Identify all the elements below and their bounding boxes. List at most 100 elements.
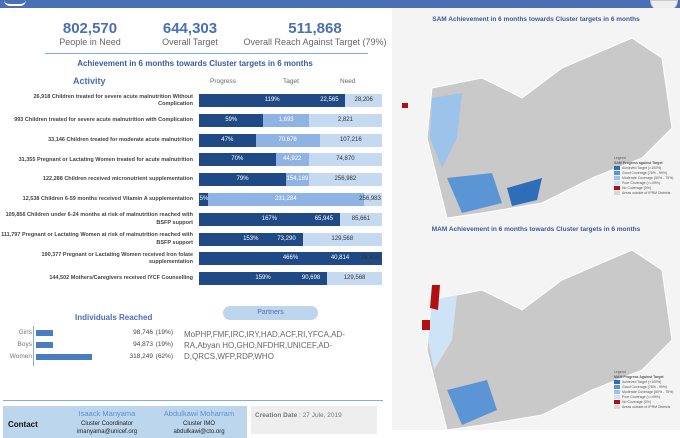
activity-row: 111,797 Pregnant or Lactating Women at r… — [0, 231, 390, 249]
legend-swatch — [614, 176, 620, 181]
person-role: Cluster IMO — [182, 420, 215, 427]
legend-swatch — [614, 380, 620, 385]
individuals-bar — [36, 354, 92, 360]
target-value: 90,698 — [301, 275, 321, 282]
progress-segment — [199, 212, 340, 226]
activity-label: 12,538 Children 6-59 months received Vit… — [22, 196, 193, 203]
kpi-people-in-need: 802,570 People in Need — [30, 20, 150, 47]
need-value: 2,821 — [337, 116, 353, 123]
legend-item: Areas outside of IPRM Districts — [614, 191, 673, 196]
progress-value: 167% — [261, 215, 278, 222]
activity-row: 190,377 Pregnant or Lactating Women rece… — [0, 250, 390, 268]
activity-label: 993 Children treated for severe acute ma… — [14, 117, 193, 124]
legend-item: Poor Coverage (<=49%) — [614, 181, 673, 186]
individuals-row: Women 318,249 (62%) — [0, 352, 173, 363]
legend-subtitle: MAM Progress Against Target — [614, 375, 664, 379]
activity-bar: 5% 231,284 256,983 — [199, 193, 382, 206]
activity-row: 26,918 Children treated for severe acute… — [0, 92, 390, 110]
need-value: 256,982 — [334, 176, 357, 183]
target-header: Taget — [283, 78, 299, 85]
mam-map — [422, 249, 673, 430]
activity-label: 26,918 Children treated for severe acute… — [33, 93, 194, 107]
person-name: Isaack Manyama — [78, 409, 136, 418]
progress-value: 153% — [243, 235, 259, 242]
header-bar — [0, 0, 680, 8]
achievement-title: Achievement in 6 months towards Cluster … — [77, 59, 313, 68]
legend-title: Legend — [614, 370, 626, 374]
group-label: Boys — [17, 341, 32, 348]
partners-list: MoPHP,FMF,IRC,IRY,HAD,ACF,RI,YFCA,AD-RA,… — [184, 330, 345, 361]
individuals-row: Boys 94,873 (19%) — [0, 340, 173, 351]
legend-swatch — [614, 395, 620, 400]
progress-segment — [199, 133, 256, 147]
legend-title: Legend — [614, 156, 626, 160]
activity-label: 144,502 Mothers/Caregivers received IYCF… — [49, 275, 193, 282]
region-no-coverage — [402, 103, 408, 108]
group-value: 94,873 — [133, 341, 153, 348]
legend-swatch — [614, 166, 620, 171]
target-value: 40,814 — [330, 255, 350, 262]
region-no-coverage — [430, 285, 440, 310]
activity-row: 33,146 Children treated for moderate acu… — [0, 132, 390, 150]
activity-bar: 47% 70,678 107,216 — [199, 133, 382, 147]
legend-swatch — [614, 400, 620, 405]
kpi-overall-target: 644,303 Overall Target — [140, 20, 240, 47]
kpi-value: 644,303 — [162, 20, 218, 37]
progress-value: 159% — [255, 275, 271, 282]
legend-swatch — [614, 191, 620, 196]
progress-segment — [199, 232, 303, 246]
activity-row: 109,856 Children under 6-24 months at ri… — [0, 211, 390, 229]
legend-label: Achieved Target (>100%) — [622, 380, 662, 384]
target-value: 73,290 — [277, 235, 296, 242]
legend-swatch — [614, 171, 620, 176]
legend-label: Achieved Target (>100%) — [622, 166, 662, 170]
legend-item: Moderate Coverage (50% - 75%) — [614, 390, 673, 395]
kpi-value: 802,570 — [62, 20, 118, 37]
need-value: 74,870 — [336, 156, 355, 163]
legend-item: Areas outside of IPRM Districts — [614, 405, 673, 410]
need-value: 129,568 — [343, 275, 366, 282]
legend-item: No Coverage (0%) — [614, 186, 673, 191]
activity-bar: 70% 44,922 74,870 — [199, 153, 382, 167]
region-good — [447, 173, 502, 213]
contact-person: Isaack Manyama Cluster Coordinator imanyam… — [63, 409, 151, 436]
legend-item: Good Coverage (76% - 99%) — [614, 171, 673, 176]
person-email[interactable]: abdulkawi@cto.org — [173, 428, 225, 435]
group-label: Women — [9, 353, 32, 360]
individuals-bar — [36, 342, 53, 348]
contact-label: Contact — [8, 420, 38, 429]
progress-value: 5% — [199, 196, 209, 202]
progress-value: 59% — [225, 116, 238, 123]
activity-row: 122,288 Children received micronutrient … — [0, 171, 390, 189]
activity-row: 144,502 Mothers/Caregivers received IYCF… — [0, 270, 390, 288]
divider — [3, 400, 383, 401]
region-no-coverage — [422, 320, 430, 330]
group-value: 98,746 — [133, 329, 153, 336]
target-value: 22,565 — [320, 97, 339, 103]
individuals-title: Individuals Reached — [75, 313, 153, 322]
legend-label: Moderate Coverage (50% - 75%) — [622, 390, 674, 394]
progress-segment — [199, 94, 346, 107]
legend-swatch — [614, 181, 620, 186]
progress-value: 466% — [282, 255, 299, 262]
kpi-label: Overall Target — [162, 37, 218, 47]
activity-label: 122,288 Children received micronutrient … — [42, 176, 193, 183]
axis-line — [33, 326, 34, 366]
progress-segment — [199, 113, 264, 127]
activity-bar: 159% 90,698 129,568 — [199, 272, 382, 286]
region-poor — [428, 295, 457, 370]
activity-row: 993 Children treated for severe acute ma… — [0, 112, 390, 130]
mam-legend: Legend MAM Progress Against Target Achie… — [614, 370, 673, 410]
kpi-overall-reach: 511,868 Overall Reach Against Target (79%… — [240, 20, 390, 47]
kpi-value: 511,868 — [288, 20, 342, 37]
legend-label: Areas outside of IPRM Districts — [622, 191, 671, 195]
sam-map — [402, 37, 673, 218]
progress-segment — [199, 272, 328, 286]
person-email[interactable]: imanyama@unicef.org — [76, 428, 138, 435]
target-value: 1,693 — [278, 116, 294, 123]
legend-label: Poor Coverage (<=49%) — [622, 395, 660, 399]
region-achieved — [507, 178, 542, 206]
progress-value: 47% — [221, 136, 234, 143]
individuals-row: Girls 98,746 (19%) — [0, 328, 173, 339]
kpi-label: People in Need — [59, 37, 121, 47]
